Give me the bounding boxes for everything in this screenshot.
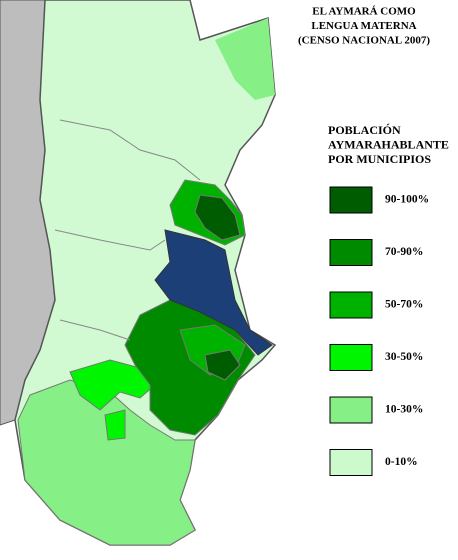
legend-title-line: AYMARAHABLANTE — [328, 137, 449, 151]
legend-label: 50-70% — [385, 299, 423, 311]
border-lines — [54, 229, 166, 251]
legend-title-line: POR MUNICIPIOS — [328, 152, 431, 166]
region-10-30 — [215, 18, 275, 100]
legend-label: 0-10% — [385, 456, 418, 468]
border-lines — [59, 119, 201, 181]
lake — [154, 229, 273, 356]
region-10-30 — [17, 379, 196, 546]
region-90-100 — [204, 349, 241, 381]
legend-swatch — [329, 396, 373, 424]
title-line: (CENSO NACIONAL 2007) — [298, 35, 430, 47]
legend-title-line: POBLACIÓN — [328, 123, 401, 137]
legend-swatch — [329, 239, 373, 266]
region-30-50 — [69, 359, 156, 411]
region-30-50 — [104, 409, 126, 441]
legend-swatch — [329, 449, 373, 476]
legend-label: 90-100% — [385, 194, 429, 206]
legend-swatch — [329, 291, 373, 319]
legend-swatch — [329, 344, 373, 371]
map — [0, 0, 277, 546]
legend-swatch — [329, 186, 373, 214]
map-title: EL AYMARÁ COMO LENGUA MATERNA (CENSO NACIO… — [298, 6, 430, 47]
title-line: EL AYMARÁ COMO — [312, 6, 416, 18]
legend-label: 30-50% — [385, 351, 423, 363]
border-lines — [59, 319, 131, 341]
legend-label: 70-90% — [385, 246, 423, 258]
region-90-100 — [194, 194, 241, 241]
legend-label: 10-30% — [385, 404, 423, 416]
title-line: LENGUA MATERNA — [311, 20, 416, 32]
